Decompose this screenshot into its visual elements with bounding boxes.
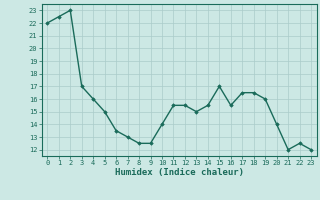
X-axis label: Humidex (Indice chaleur): Humidex (Indice chaleur) (115, 168, 244, 177)
